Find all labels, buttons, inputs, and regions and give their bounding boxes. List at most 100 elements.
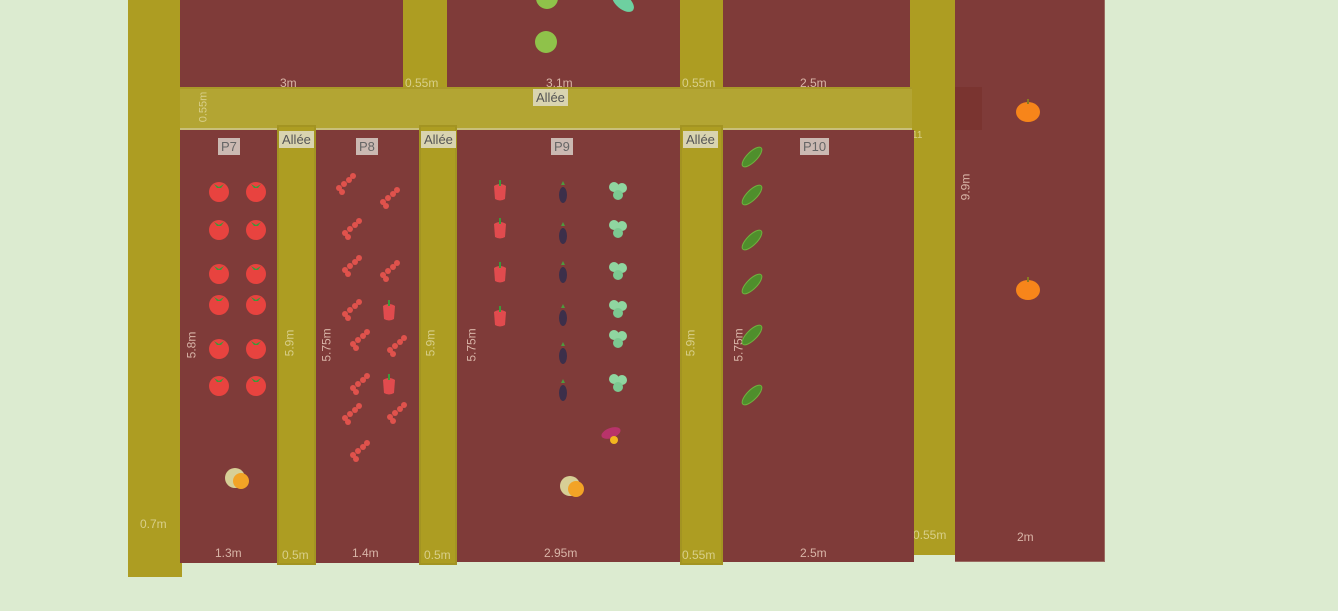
eggplant-icon[interactable] [551, 303, 575, 327]
top-alley-2[interactable] [680, 0, 723, 87]
right-alley-mark: 11 [912, 130, 923, 141]
cherry-tomato-icon[interactable] [377, 259, 401, 283]
brussels-sprout-icon[interactable] [606, 178, 630, 202]
top-bed-b[interactable] [447, 0, 680, 87]
cabbage-icon[interactable] [534, 30, 558, 54]
alley-3[interactable] [680, 125, 723, 565]
tomato-icon[interactable] [244, 179, 268, 203]
alley-3-height: 5.9m [683, 329, 698, 357]
brussels-sprout-icon[interactable] [606, 258, 630, 282]
bed-p7-width: 1.3m [215, 546, 242, 560]
tomato-icon[interactable] [207, 292, 231, 316]
bed-p10[interactable] [723, 130, 914, 562]
bed-p9-width: 2.95m [544, 546, 578, 560]
cabbage-icon[interactable] [535, 0, 559, 10]
pumpkin-icon[interactable] [1016, 98, 1040, 122]
cherry-tomato-icon[interactable] [333, 172, 357, 196]
tomato-icon[interactable] [244, 292, 268, 316]
alley-1-height: 5.9m [282, 329, 297, 357]
cross-alley[interactable] [180, 87, 912, 130]
cucumber-icon[interactable] [740, 183, 764, 207]
alley-3-label: Allée [683, 131, 718, 148]
tomato-icon[interactable] [207, 179, 231, 203]
bed-p10-width: 2.5m [800, 546, 827, 560]
cherry-tomato-icon[interactable] [339, 298, 363, 322]
pepper-icon[interactable] [377, 298, 401, 322]
tomato-icon[interactable] [207, 373, 231, 397]
tomato-icon[interactable] [207, 261, 231, 285]
alley-1[interactable] [277, 125, 316, 565]
melon-icon[interactable] [560, 474, 584, 498]
tomato-icon[interactable] [244, 373, 268, 397]
alley-1-label: Allée [279, 131, 314, 148]
pepper-icon[interactable] [488, 216, 512, 240]
top-alley-1-width: 0.55m [405, 76, 439, 90]
brussels-sprout-icon[interactable] [606, 216, 630, 240]
tomato-icon[interactable] [244, 217, 268, 241]
right-bed-marker [955, 87, 982, 130]
sweet-potato-icon[interactable] [599, 423, 623, 447]
cross-alley-label: Allée [533, 89, 568, 106]
bed-p8-height: 5.75m [319, 328, 334, 362]
alley-2-width: 0.5m [424, 548, 451, 562]
cherry-tomato-icon[interactable] [339, 402, 363, 426]
alley-2[interactable] [419, 125, 457, 565]
left-alley[interactable] [128, 0, 182, 577]
left-alley-width: 0.7m [140, 517, 167, 531]
cucumber-icon[interactable] [740, 383, 764, 407]
cherry-tomato-icon[interactable] [384, 334, 408, 358]
eggplant-icon[interactable] [551, 378, 575, 402]
pepper-icon[interactable] [488, 260, 512, 284]
cucumber-icon[interactable] [740, 228, 764, 252]
top-bed-a[interactable] [180, 0, 403, 87]
brussels-sprout-icon[interactable] [606, 326, 630, 350]
big-cucumber-icon[interactable] [611, 0, 635, 14]
bed-p9-label: P9 [551, 138, 573, 155]
cross-alley-height: 0.55m [197, 91, 210, 123]
top-bed-c[interactable] [723, 0, 910, 87]
right-bed-height: 9.9m [958, 173, 973, 201]
alley-2-label: Allée [421, 131, 456, 148]
pepper-icon[interactable] [488, 178, 512, 202]
bed-p8[interactable] [316, 130, 419, 563]
top-alley-1[interactable] [403, 0, 447, 87]
bed-p7-height: 5.8m [184, 331, 199, 359]
cherry-tomato-icon[interactable] [339, 254, 363, 278]
top-bed-c-width: 2.5m [800, 76, 827, 90]
tomato-icon[interactable] [207, 336, 231, 360]
eggplant-icon[interactable] [551, 180, 575, 204]
eggplant-icon[interactable] [551, 221, 575, 245]
alley-1-width: 0.5m [282, 548, 309, 562]
cucumber-icon[interactable] [740, 145, 764, 169]
cucumber-icon[interactable] [740, 323, 764, 347]
bed-p9-height: 5.75m [464, 328, 479, 362]
alley-2-height: 5.9m [423, 329, 438, 357]
bed-p8-width: 1.4m [352, 546, 379, 560]
melon-icon[interactable] [225, 466, 249, 490]
pepper-icon[interactable] [377, 372, 401, 396]
tomato-icon[interactable] [207, 217, 231, 241]
right-alley-width: 0.55m [913, 528, 947, 542]
brussels-sprout-icon[interactable] [606, 296, 630, 320]
eggplant-icon[interactable] [551, 260, 575, 284]
cherry-tomato-icon[interactable] [347, 328, 371, 352]
cherry-tomato-icon[interactable] [377, 186, 401, 210]
top-bed-a-width: 3m [280, 76, 297, 90]
bed-p10-label: P10 [800, 138, 830, 155]
tomato-icon[interactable] [244, 261, 268, 285]
eggplant-icon[interactable] [551, 341, 575, 365]
top-bed-b-width: 3.1m [546, 76, 573, 90]
cherry-tomato-icon[interactable] [339, 217, 363, 241]
tomato-icon[interactable] [244, 336, 268, 360]
brussels-sprout-icon[interactable] [606, 370, 630, 394]
cherry-tomato-icon[interactable] [384, 401, 408, 425]
pumpkin-icon[interactable] [1016, 276, 1040, 300]
cherry-tomato-icon[interactable] [347, 372, 371, 396]
cucumber-icon[interactable] [740, 272, 764, 296]
right-alley[interactable] [910, 0, 955, 555]
top-alley-2-width: 0.55m [682, 76, 716, 90]
right-bed-width: 2m [1017, 530, 1034, 544]
bed-p7-label: P7 [218, 138, 240, 155]
cherry-tomato-icon[interactable] [347, 439, 371, 463]
pepper-icon[interactable] [488, 304, 512, 328]
